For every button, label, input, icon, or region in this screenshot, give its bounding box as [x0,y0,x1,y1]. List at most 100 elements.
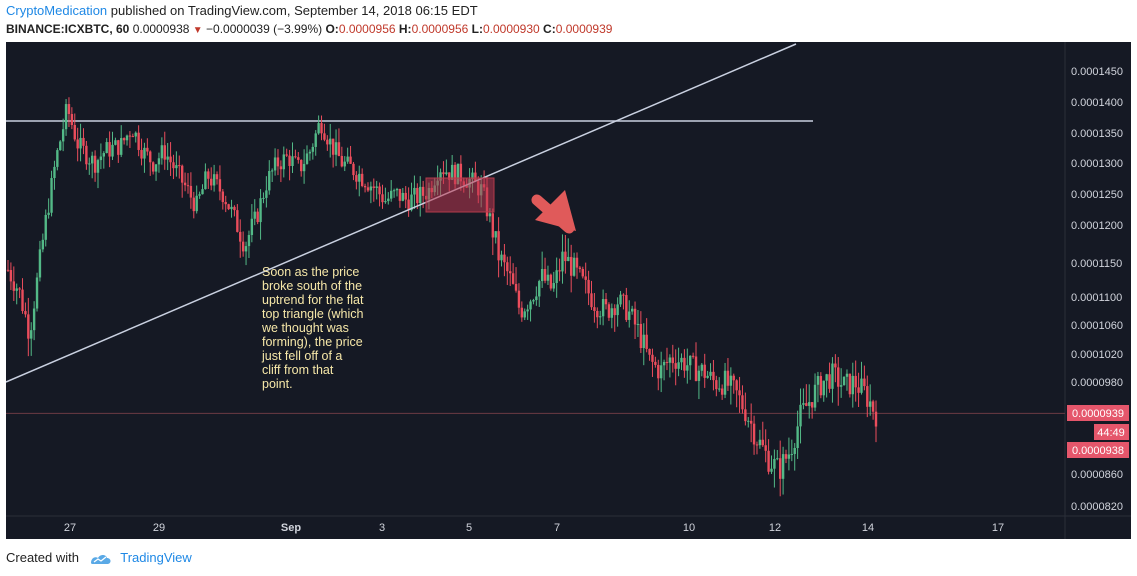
candle-body [700,364,704,371]
candle-body [215,174,219,180]
candle-body [779,458,782,479]
annotation-line: cliff from that [262,363,334,377]
published-text: published on TradingView.com, September … [107,3,478,18]
candle-body [282,154,285,170]
candle-body [93,155,97,173]
candle-body [53,166,56,179]
candle-body [732,375,735,381]
annotation-line: broke south of the [262,279,362,293]
author-link[interactable]: CryptoMedication [6,3,108,18]
candle-body [749,420,753,424]
candle-body [726,370,730,386]
candle-body [137,132,140,150]
candle-body [445,172,448,175]
candle-body [27,314,30,339]
candle-body [514,283,518,291]
price-tick-label: 0.0000980 [1071,377,1123,389]
tradingview-link[interactable]: TradingView [120,550,192,565]
candle-body [218,179,222,192]
candle-body [619,294,622,305]
candle-body [680,357,683,363]
low-value: 0.0000930 [482,22,540,36]
candle-body [59,141,62,151]
price-tick-label: 0.0001350 [1071,128,1123,140]
candle-body [761,439,764,446]
candle-body [569,256,573,276]
candle-body [250,218,254,236]
candle-body [61,129,65,142]
candle-body [752,423,756,445]
symbol-line: BINANCE:ICXBTC, 60 0.0000938 ▼ −0.000003… [6,22,612,36]
candle-body [607,304,611,318]
candle-body [131,136,135,138]
candle-body [645,334,648,349]
candle-body [808,402,811,406]
candle-body [198,194,201,196]
candle-body [776,458,779,460]
time-tick-label: 3 [379,522,385,534]
candle-body [363,185,367,188]
candle-body [349,156,352,164]
candle-body [50,178,53,213]
candle-body [511,273,515,284]
candle-body [326,139,329,145]
high-label: H: [398,22,412,36]
arrow-icon[interactable] [531,190,576,234]
candle-body [610,308,614,318]
candle-body [384,201,387,203]
candle-body [819,376,823,396]
candle-body [146,147,149,152]
candle-body [848,373,852,395]
candle-body [120,138,123,155]
candle-body [633,308,637,325]
candle-body [697,370,701,381]
candle-body [549,274,553,289]
price-tick-label: 0.0001200 [1071,220,1123,232]
candle-body [494,231,497,238]
breakdown-highlight-box[interactable] [425,177,495,213]
tradingview-logo-icon[interactable] [89,552,113,566]
chart-area[interactable]: 0.0001450 0.0001400 0.0001350 0.0001300 0.00… [5,42,1131,539]
candle-body [546,274,550,281]
candle-body [575,257,579,268]
candle-body [358,173,361,182]
price-chart[interactable]: 0.0001450 0.0001400 0.0001350 0.0001300 0.00… [5,42,1131,539]
candle-body [256,211,259,223]
candle-body [802,403,805,405]
candle-body [442,172,445,175]
uptrend-line[interactable] [5,43,797,383]
candle-body [273,157,277,171]
candle-body [857,387,860,393]
candle-body [503,254,506,263]
candle-body [201,189,204,195]
candle-body [453,164,457,185]
candle-body [535,296,538,301]
candle-body [718,388,721,390]
candle-body [834,363,837,368]
candle-body [506,262,509,272]
candle-body [291,156,294,167]
candle-body [163,145,166,160]
candle-body [343,161,346,167]
candle-body [642,334,645,349]
candle-body [172,162,175,169]
candle-body [694,356,698,381]
candle-body [79,137,82,149]
candle-body [459,163,463,182]
candle-body [44,214,47,240]
candle-body [758,439,762,446]
candle-body [294,156,297,158]
candle-body [268,171,271,191]
candle-body [262,197,265,199]
candle-body [863,378,866,387]
candle-body [90,155,94,164]
candle-body [491,213,495,238]
candle-body [149,151,152,163]
candle-body [6,269,10,271]
candle-body [134,132,137,137]
candle-body [416,187,419,204]
candle-body [85,145,88,165]
candle-body [352,163,355,176]
candle-body [561,251,564,272]
